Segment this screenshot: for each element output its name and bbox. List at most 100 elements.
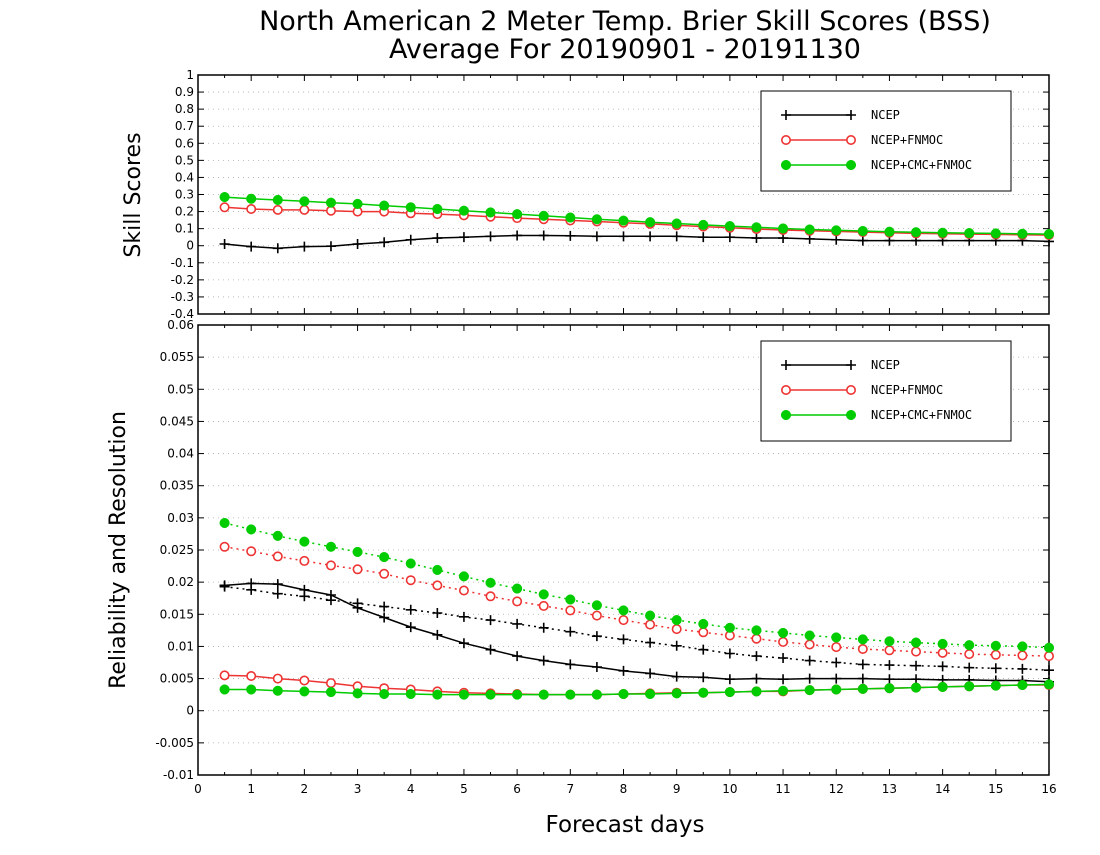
bottom-data-point-ncep-fnmoc-resolution-30 bbox=[1017, 650, 1028, 661]
bottom-data-point-ncep-reliability-17 bbox=[671, 671, 682, 682]
bottom-data-point-ncep-fnmoc-resolution-12 bbox=[538, 600, 549, 611]
bottom-x-tick-label-7: 7 bbox=[566, 782, 574, 796]
bottom-data-point-ncep-resolution-0 bbox=[219, 581, 230, 592]
bottom-data-point-ncep-cmc-fnmoc-reliability-4 bbox=[325, 687, 337, 698]
bottom-data-point-ncep-cmc-fnmoc-reliability-5 bbox=[352, 688, 363, 699]
top-legend-marker-start-2 bbox=[780, 159, 792, 171]
top-data-point-ncep-cmc-fnmoc-6 bbox=[379, 200, 390, 211]
top-data-point-ncep-cmc-fnmoc-29 bbox=[990, 228, 1001, 239]
bottom-data-point-ncep-reliability-18 bbox=[698, 672, 709, 683]
bottom-data-point-ncep-cmc-fnmoc-reliability-20 bbox=[751, 686, 762, 697]
bottom-data-point-ncep-resolution-12 bbox=[538, 622, 549, 633]
bottom-data-point-ncep-fnmoc-resolution-11 bbox=[512, 596, 523, 607]
top-data-point-ncep-cmc-fnmoc-4 bbox=[325, 197, 337, 208]
top-y-tick-label-13: 0.9 bbox=[175, 85, 194, 99]
bottom-data-point-ncep-cmc-fnmoc-reliability-13 bbox=[565, 689, 576, 700]
bottom-data-point-ncep-resolution-18 bbox=[698, 644, 709, 655]
top-data-point-ncep-cmc-fnmoc-1 bbox=[246, 193, 257, 204]
bottom-data-point-ncep-cmc-fnmoc-reliability-2 bbox=[272, 685, 283, 696]
bottom-data-point-ncep-resolution-20 bbox=[751, 651, 762, 662]
bottom-x-tick-label-9: 9 bbox=[673, 782, 681, 796]
bottom-y-tick-label-8: 0.03 bbox=[167, 511, 194, 525]
bottom-data-point-ncep-reliability-24 bbox=[857, 673, 868, 684]
bottom-y-tick-label-13: 0.055 bbox=[160, 350, 194, 364]
bottom-data-point-ncep-cmc-fnmoc-reliability-26 bbox=[910, 682, 922, 693]
bottom-y-tick-label-3: 0.005 bbox=[160, 672, 194, 686]
bottom-series-line-ncep-cmc-fnmoc-resolution bbox=[224, 522, 1050, 649]
bottom-data-point-ncep-cmc-fnmoc-resolution-28 bbox=[964, 640, 975, 651]
bottom-data-point-ncep-fnmoc-resolution-4 bbox=[325, 560, 336, 571]
bottom-data-point-ncep-resolution-23 bbox=[831, 657, 842, 668]
bottom-legend-label-0: NCEP bbox=[871, 358, 900, 372]
bottom-data-point-ncep-resolution-30 bbox=[1017, 663, 1028, 674]
bottom-legend-marker-end-1 bbox=[845, 384, 856, 395]
bottom-data-point-ncep-fnmoc-resolution-7 bbox=[405, 575, 416, 586]
bottom-x-tick-label-0: 0 bbox=[194, 782, 202, 796]
bottom-data-point-ncep-cmc-fnmoc-resolution-17 bbox=[671, 615, 682, 626]
bottom-x-tick-label-15: 15 bbox=[988, 782, 1003, 796]
bottom-y-tick-label-4: 0.01 bbox=[167, 639, 194, 653]
bottom-data-point-ncep-reliability-12 bbox=[538, 655, 549, 666]
bottom-data-point-ncep-cmc-fnmoc-resolution-16 bbox=[645, 610, 656, 621]
bottom-data-point-ncep-reliability-9 bbox=[458, 638, 469, 649]
bottom-legend-box bbox=[760, 340, 1012, 442]
bottom-data-point-ncep-resolution-13 bbox=[565, 626, 576, 637]
bottom-data-point-ncep-cmc-fnmoc-resolution-31 bbox=[1043, 642, 1055, 653]
bottom-x-tick-label-8: 8 bbox=[620, 782, 628, 796]
top-legend-label-0: NCEP bbox=[871, 108, 900, 122]
bottom-data-point-ncep-reliability-23 bbox=[831, 673, 842, 684]
bottom-y-tick-label-0: -0.01 bbox=[163, 768, 194, 782]
top-legend-box bbox=[760, 90, 1012, 192]
bottom-data-point-ncep-resolution-7 bbox=[405, 604, 416, 615]
top-data-point-ncep-cmc-fnmoc-7 bbox=[405, 202, 416, 213]
top-data-point-ncep-10 bbox=[485, 231, 496, 242]
top-series-line-ncep bbox=[224, 234, 1050, 250]
top-y-tick-label-11: 0.7 bbox=[175, 119, 194, 133]
bottom-data-point-ncep-reliability-13 bbox=[565, 659, 576, 670]
bottom-y-tick-label-14: 0.06 bbox=[167, 318, 194, 332]
bottom-x-tick-label-12: 12 bbox=[829, 782, 844, 796]
bottom-y-tick-label-12: 0.05 bbox=[167, 382, 194, 396]
top-data-point-ncep-cmc-fnmoc-23 bbox=[831, 225, 842, 236]
bottom-data-point-ncep-fnmoc-resolution-14 bbox=[591, 610, 602, 621]
bottom-data-point-ncep-fnmoc-resolution-23 bbox=[831, 642, 842, 653]
top-data-point-ncep-15 bbox=[618, 231, 629, 242]
bottom-data-point-ncep-resolution-28 bbox=[964, 662, 975, 673]
bottom-data-point-ncep-cmc-fnmoc-resolution-11 bbox=[512, 583, 523, 594]
top-data-point-ncep-6 bbox=[379, 237, 390, 248]
bottom-data-point-ncep-cmc-fnmoc-reliability-21 bbox=[778, 685, 789, 696]
bottom-data-point-ncep-resolution-11 bbox=[512, 618, 523, 629]
top-data-point-ncep-cmc-fnmoc-21 bbox=[778, 223, 789, 234]
top-data-point-ncep-9 bbox=[458, 232, 469, 243]
bottom-data-point-ncep-cmc-fnmoc-reliability-17 bbox=[671, 688, 682, 699]
bottom-legend-marker-end-2 bbox=[845, 409, 857, 421]
bottom-x-tick-label-13: 13 bbox=[882, 782, 897, 796]
bottom-data-point-ncep-fnmoc-resolution-29 bbox=[990, 649, 1001, 660]
bottom-data-point-ncep-cmc-fnmoc-resolution-21 bbox=[778, 627, 789, 638]
bottom-data-point-ncep-cmc-fnmoc-reliability-14 bbox=[591, 689, 602, 700]
top-data-point-ncep-1 bbox=[246, 241, 257, 252]
bottom-data-point-ncep-resolution-31 bbox=[1044, 665, 1054, 676]
bottom-data-point-ncep-reliability-14 bbox=[591, 662, 602, 672]
bottom-data-point-ncep-fnmoc-resolution-22 bbox=[804, 639, 815, 650]
bottom-data-point-ncep-cmc-fnmoc-resolution-25 bbox=[884, 636, 895, 647]
bottom-data-point-ncep-cmc-fnmoc-resolution-3 bbox=[299, 536, 310, 547]
top-data-point-ncep-20 bbox=[751, 233, 762, 244]
top-data-point-ncep-5 bbox=[352, 239, 363, 250]
bottom-data-point-ncep-fnmoc-resolution-8 bbox=[432, 580, 443, 591]
chart-subtitle: Average For 20190901 - 20191130 bbox=[389, 34, 861, 65]
top-data-point-ncep-cmc-fnmoc-8 bbox=[432, 203, 443, 215]
bottom-data-point-ncep-fnmoc-resolution-20 bbox=[751, 633, 762, 644]
bottom-data-point-ncep-cmc-fnmoc-resolution-27 bbox=[937, 638, 948, 649]
bottom-data-point-ncep-reliability-19 bbox=[724, 674, 735, 685]
bottom-data-point-ncep-fnmoc-resolution-17 bbox=[671, 624, 682, 635]
bottom-data-point-ncep-cmc-fnmoc-reliability-27 bbox=[937, 681, 948, 692]
bottom-data-point-ncep-resolution-17 bbox=[671, 640, 682, 651]
bottom-legend-marker-start-1 bbox=[780, 384, 791, 395]
bottom-data-point-ncep-resolution-2 bbox=[272, 588, 283, 599]
top-legend-marker-start-1 bbox=[780, 135, 791, 146]
bottom-data-point-ncep-cmc-fnmoc-resolution-24 bbox=[857, 634, 868, 645]
bottom-data-point-ncep-fnmoc-resolution-2 bbox=[272, 551, 283, 562]
bottom-data-point-ncep-cmc-fnmoc-reliability-9 bbox=[458, 689, 469, 700]
